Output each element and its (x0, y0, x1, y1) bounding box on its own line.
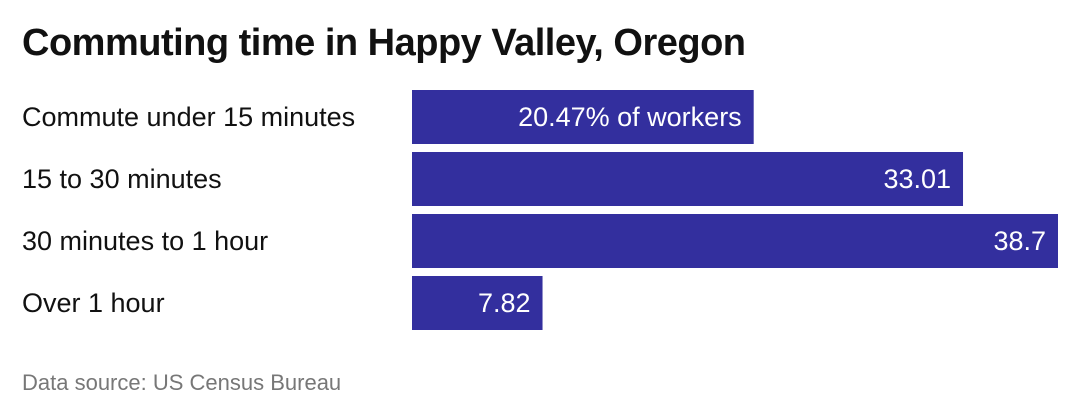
bar (412, 90, 754, 144)
category-label: Commute under 15 minutes (22, 102, 355, 132)
data-label: 38.7 (993, 226, 1046, 256)
bars-layer: Commute under 15 minutes 20.47% of worker… (22, 90, 1058, 330)
bar (412, 276, 543, 330)
bar (412, 214, 1058, 268)
data-label: 20.47% of workers (518, 102, 742, 132)
category-label: 30 minutes to 1 hour (22, 226, 268, 256)
data-source-note: Data source: US Census Bureau (22, 370, 342, 395)
category-label: Over 1 hour (22, 288, 165, 318)
data-label: 7.82 (478, 288, 531, 318)
category-label: 15 to 30 minutes (22, 164, 222, 194)
bar (412, 152, 964, 206)
chart-title: Commuting time in Happy Valley, Oregon (22, 22, 746, 64)
data-label: 33.01 (883, 164, 951, 194)
